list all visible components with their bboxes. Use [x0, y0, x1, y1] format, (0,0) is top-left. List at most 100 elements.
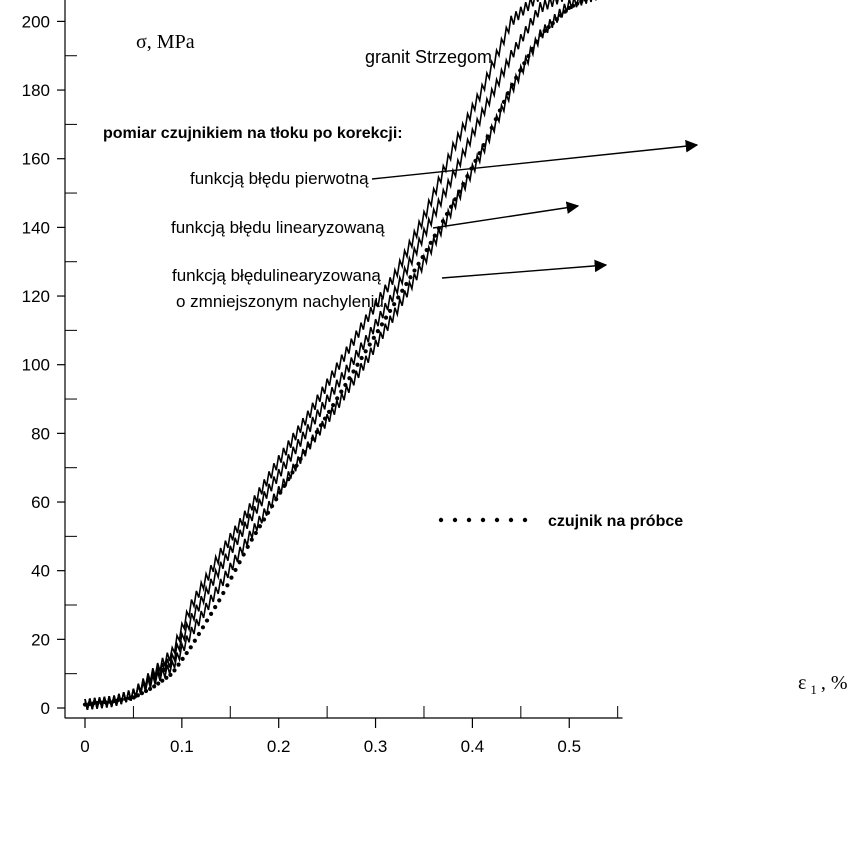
arrow-series-1: [371, 139, 699, 180]
data-point: [103, 700, 108, 705]
x-axis-symbol: ε: [798, 672, 806, 694]
data-point: [270, 503, 275, 509]
legend-dot: [508, 517, 514, 523]
data-point: [196, 631, 201, 637]
series-line-0: [84, 0, 539, 710]
data-point: [518, 68, 523, 73]
data-point: [375, 329, 380, 334]
data-point: [204, 618, 210, 623]
x-tick-label: 0.3: [364, 737, 388, 756]
data-point: [111, 699, 116, 704]
y-tick-label: 80: [31, 424, 50, 443]
legend-dot: [522, 517, 528, 523]
data-point: [261, 517, 267, 522]
data-point: [135, 693, 140, 698]
data-point: [91, 701, 96, 706]
data-point: [558, 13, 564, 18]
data-point: [139, 691, 145, 696]
data-point: [510, 82, 515, 88]
data-point: [550, 21, 555, 26]
data-point: [489, 125, 494, 130]
data-point: [131, 695, 136, 700]
series-layer: [82, 0, 597, 710]
data-point: [164, 675, 169, 680]
data-point: [326, 409, 332, 414]
data-point: [432, 233, 437, 238]
series-line-1: [84, 0, 564, 710]
y-axis-label: σ, MPa: [136, 31, 195, 53]
data-point: [95, 701, 100, 706]
data-point: [208, 611, 214, 616]
data-point: [392, 302, 397, 307]
data-point: [160, 678, 165, 683]
data-point: [355, 362, 360, 367]
data-point: [526, 53, 531, 59]
data-point: [119, 697, 124, 702]
data-point: [335, 396, 340, 401]
data-point: [530, 46, 535, 51]
data-point: [274, 497, 279, 502]
data-point: [200, 625, 206, 630]
data-point: [493, 117, 498, 122]
data-point: [542, 28, 547, 34]
data-point: [505, 91, 511, 96]
data-point: [221, 590, 226, 596]
legend-dot: [438, 517, 444, 523]
data-point: [286, 477, 291, 482]
data-point: [99, 700, 104, 705]
data-point: [367, 342, 372, 347]
data-point: [318, 423, 324, 428]
y-tick-label: 0: [41, 699, 50, 718]
legend-dot: [452, 517, 458, 523]
data-point: [143, 688, 149, 694]
data-point: [534, 39, 539, 44]
y-tick-label: 40: [31, 562, 50, 581]
data-point: [331, 403, 336, 408]
data-point: [343, 382, 348, 388]
data-point: [575, 1, 580, 6]
x-tick-label: 0.4: [461, 737, 485, 756]
x-axis-subscript: 1: [810, 682, 817, 697]
data-point: [229, 575, 234, 580]
data-point: [152, 684, 157, 689]
data-point: [522, 61, 527, 66]
x-axis-unit: , %: [821, 672, 848, 694]
data-point: [465, 174, 470, 179]
data-point: [282, 483, 287, 488]
data-point: [579, 0, 584, 4]
data-point: [213, 605, 218, 610]
data-point: [448, 204, 454, 209]
data-point: [339, 389, 344, 394]
data-point: [192, 638, 197, 643]
series-label-3: funkcją błędulinearyzowaną: [172, 266, 381, 285]
data-point: [359, 355, 364, 361]
data-point: [347, 376, 352, 381]
data-point: [412, 268, 417, 273]
y-tick-label: 180: [22, 81, 50, 100]
data-point: [351, 369, 356, 374]
data-point: [440, 219, 446, 224]
y-tick-label: 20: [31, 630, 50, 649]
data-point: [225, 583, 230, 588]
data-point: [265, 510, 271, 515]
data-point: [123, 696, 128, 702]
data-point: [383, 315, 389, 320]
data-point: [176, 662, 181, 667]
x-tick-label: 0.5: [557, 737, 581, 756]
legend-dot: [466, 517, 472, 523]
y-tick-label: 160: [22, 150, 50, 169]
x-tick-label: 0: [80, 737, 89, 756]
data-point: [485, 134, 490, 139]
data-point: [314, 429, 319, 435]
data-point: [127, 696, 132, 701]
data-point: [107, 699, 112, 704]
data-point: [481, 143, 486, 148]
data-point: [290, 470, 295, 475]
data-point: [156, 681, 161, 686]
data-point: [302, 450, 307, 455]
legend-dot: [494, 517, 500, 523]
data-point: [477, 151, 482, 156]
annotations: [371, 139, 699, 523]
data-point: [583, 0, 588, 2]
y-tick-label: 60: [31, 493, 50, 512]
